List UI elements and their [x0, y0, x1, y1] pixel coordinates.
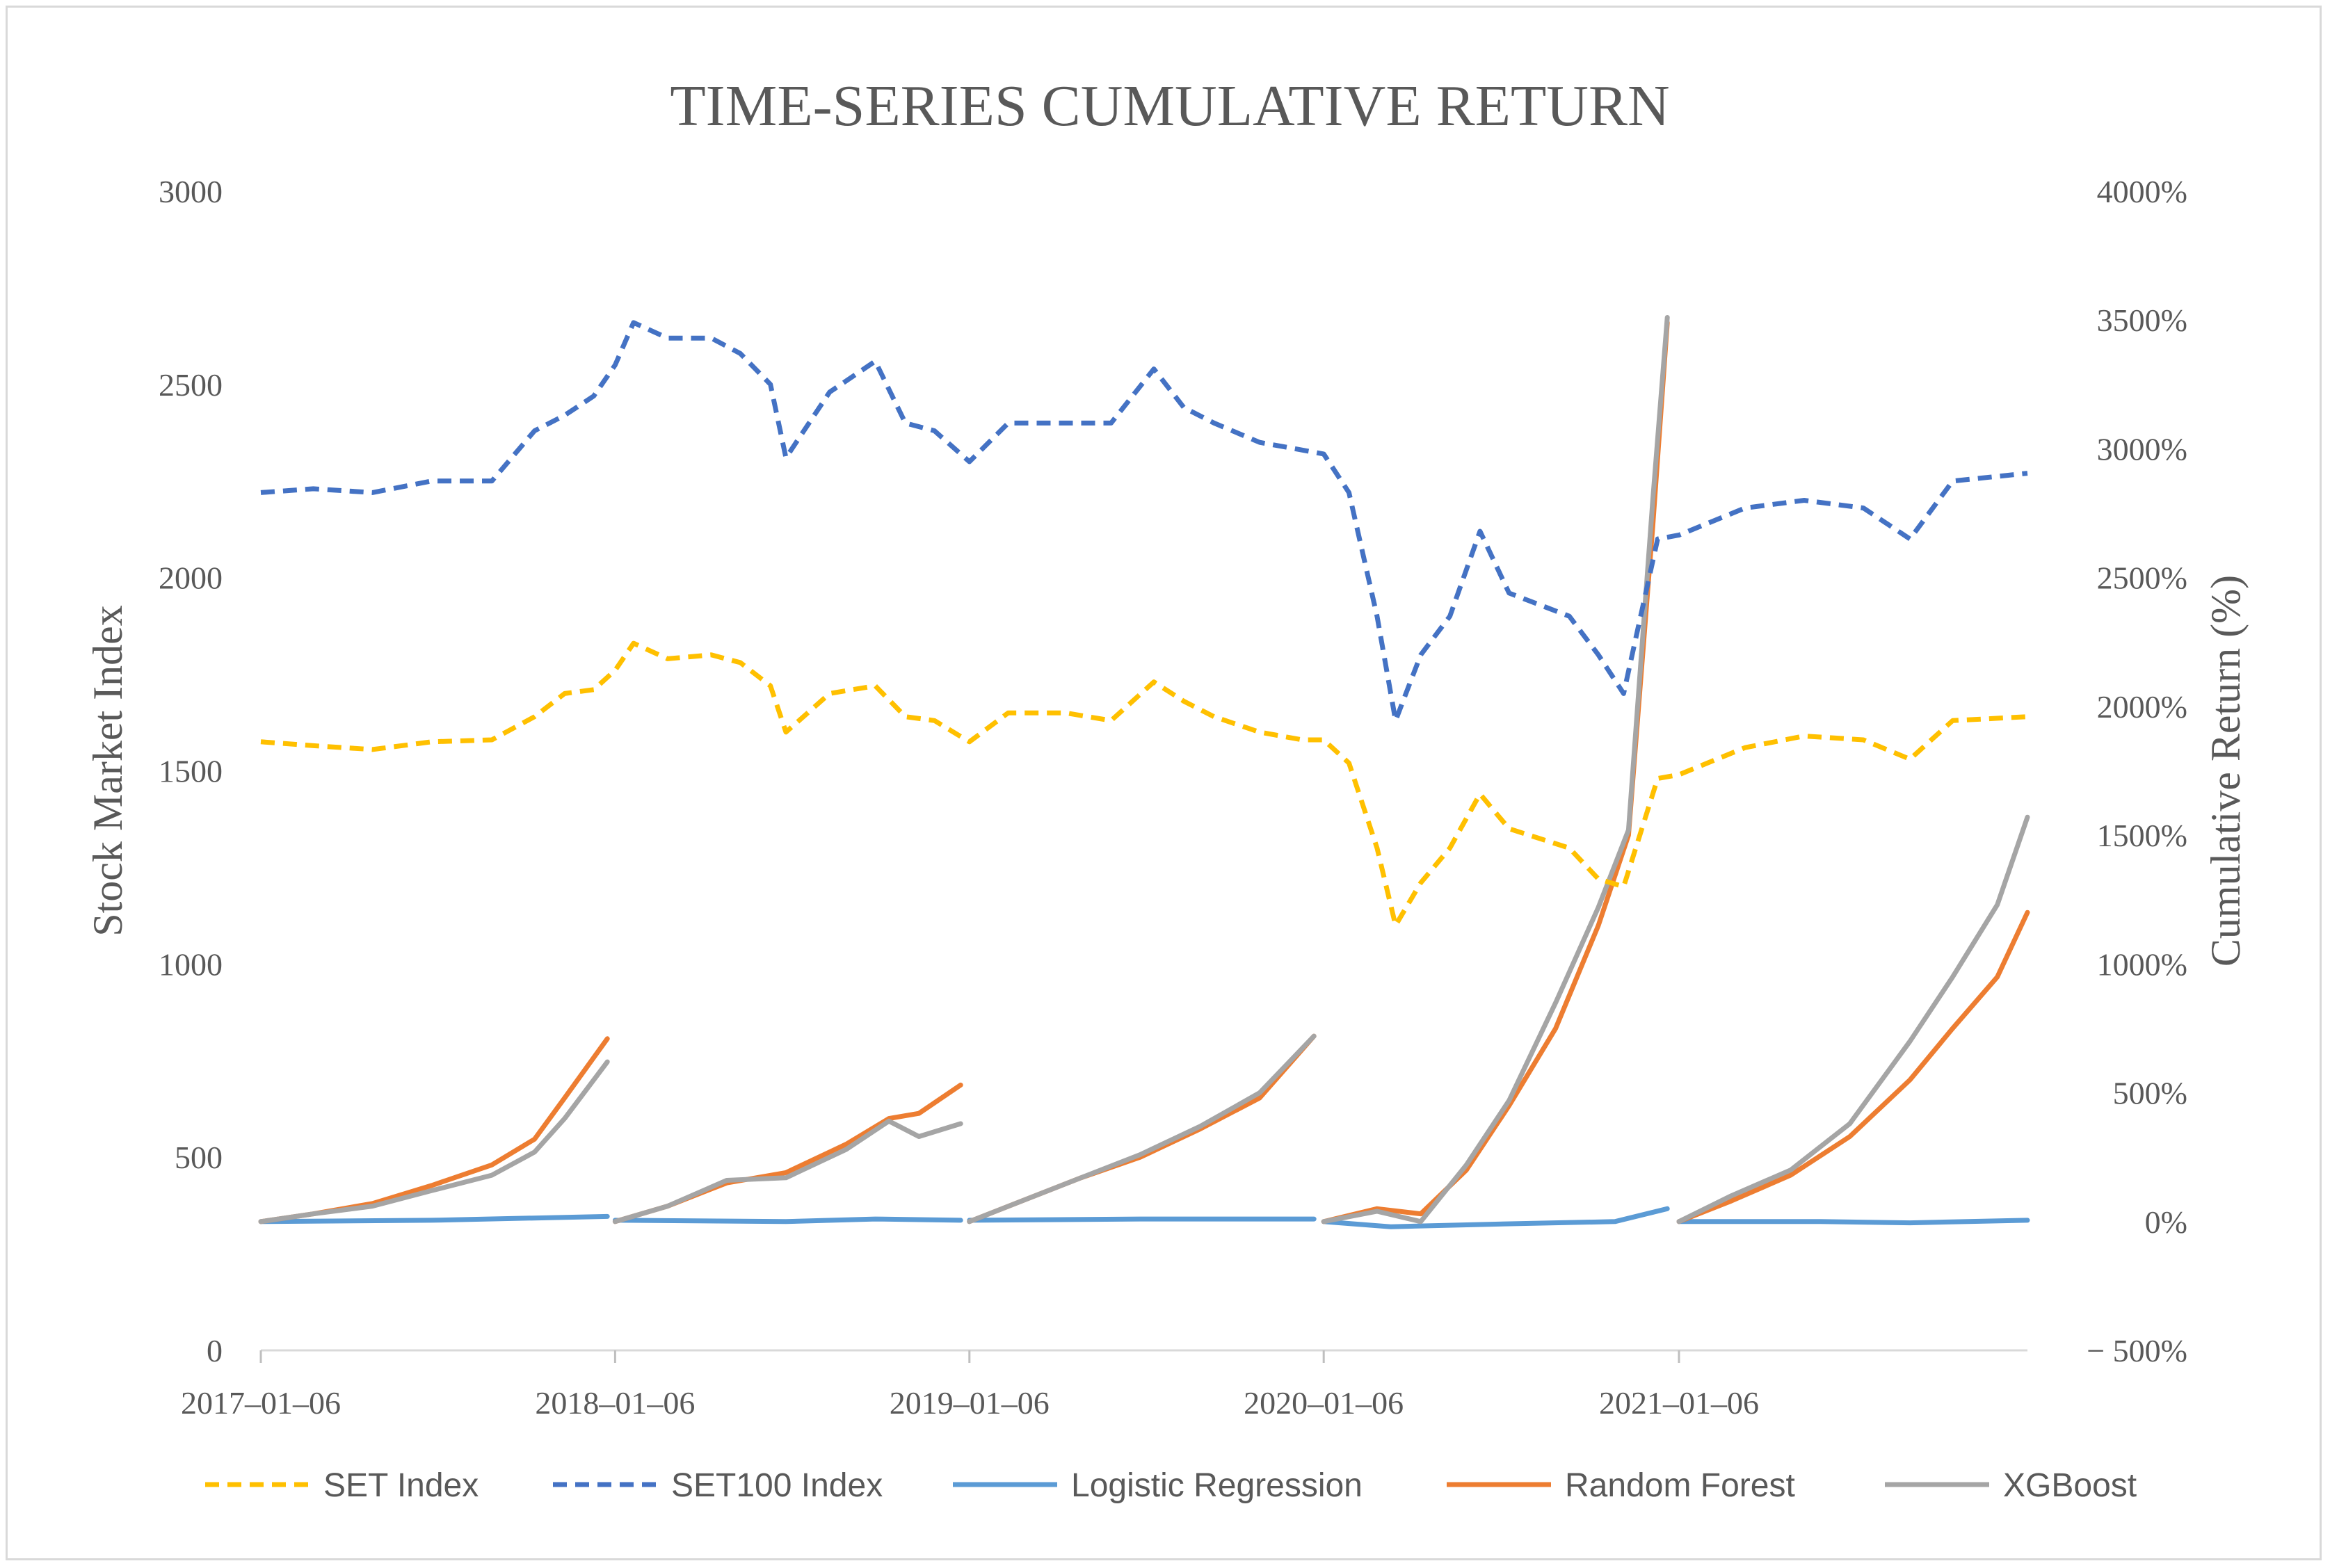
series-line-logistic-regression	[1676, 1218, 2030, 1226]
x-tick-label: 2017–01–06	[181, 1385, 341, 1421]
series-line-xgboost	[967, 1033, 1317, 1225]
left-tick-label: 2500	[159, 367, 223, 403]
series-layer	[258, 315, 2030, 1229]
series-line-logistic-regression	[1321, 1206, 1670, 1229]
left-tick-label: 1000	[159, 946, 223, 982]
legend-label-set-index: SET Index	[323, 1467, 479, 1504]
series-line-random-forest	[612, 1082, 963, 1225]
legend-label-set100-index: SET100 Index	[671, 1467, 883, 1504]
series-line-xgboost	[1676, 814, 2030, 1225]
series-line-logistic-regression	[612, 1216, 963, 1225]
left-tick-label: 3000	[159, 174, 223, 209]
chart-title: TIME-SERIES CUMULATIVE RETURN	[670, 74, 1669, 138]
x-tick-label: 2021–01–06	[1599, 1385, 1759, 1421]
left-axis-title: Stock Market Index	[85, 605, 131, 937]
series-line-xgboost	[612, 1118, 963, 1225]
right-axis-ticks: − 500% 0% 500% 1000% 1500% 2000% 2500% 3000% 350…	[2087, 174, 2187, 1368]
legend-label-random-forest: Random Forest	[1565, 1467, 1795, 1504]
right-tick-label: 1000%	[2097, 946, 2187, 982]
right-tick-label: 1500%	[2097, 818, 2187, 853]
series-line-random-forest	[967, 1033, 1317, 1225]
series-line-random-forest	[1321, 320, 1670, 1225]
x-tick-label: 2019–01–06	[890, 1385, 1050, 1421]
legend-label-xgboost: XGBoost	[2003, 1467, 2137, 1504]
right-tick-label: 2000%	[2097, 689, 2187, 725]
right-tick-label: 3500%	[2097, 302, 2187, 338]
series-line-xgboost	[258, 1059, 610, 1225]
legend-label-logistic-regression: Logistic Regression	[1071, 1467, 1363, 1504]
left-tick-label: 0	[207, 1333, 223, 1368]
left-axis-ticks: 0 500 1000 1500 2000 2500 3000	[159, 174, 223, 1368]
left-tick-label: 1500	[159, 754, 223, 789]
series-line-random-forest	[1676, 910, 2030, 1225]
series-line-logistic-regression	[967, 1216, 1317, 1223]
series-line-set100-index	[260, 320, 2028, 723]
x-tick-label: 2020–01–06	[1244, 1385, 1404, 1421]
right-tick-label: − 500%	[2087, 1333, 2187, 1368]
right-tick-label: 2500%	[2097, 560, 2187, 596]
right-axis-title: Cumulative Return (%)	[2203, 575, 2249, 967]
right-tick-label: 0%	[2145, 1204, 2187, 1240]
series-line-set-index	[260, 640, 2028, 928]
left-tick-label: 500	[175, 1140, 223, 1175]
x-tick-label: 2018–01–06	[535, 1385, 695, 1421]
right-tick-label: 4000%	[2097, 174, 2187, 209]
legend: SET Index SET100 Index Logistic Regression…	[205, 1467, 2137, 1504]
series-line-xgboost	[1321, 315, 1670, 1225]
right-tick-label: 500%	[2113, 1076, 2187, 1111]
chart-frame	[6, 6, 2322, 1560]
right-tick-label: 3000%	[2097, 431, 2187, 467]
x-axis: 2017–01–06 2018–01–06 2019–01–06 2020–01–06…	[181, 1349, 2027, 1421]
left-tick-label: 2000	[159, 560, 223, 596]
series-line-logistic-regression	[258, 1213, 610, 1225]
